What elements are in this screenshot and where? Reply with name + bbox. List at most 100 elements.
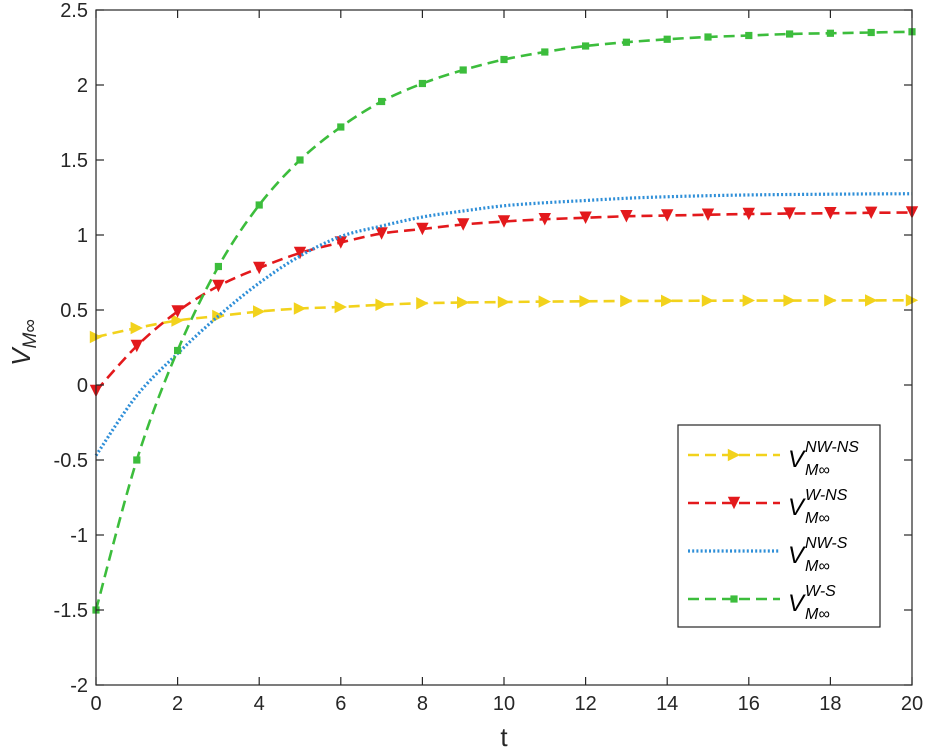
legend-label-base: V [788, 446, 806, 473]
x-tick-label: 14 [656, 693, 678, 715]
series-4-point [296, 156, 304, 164]
series-4-point [255, 201, 263, 209]
series-4-point [378, 97, 386, 106]
series-4-point [133, 456, 141, 464]
y-tick-label: -1 [70, 525, 88, 547]
y-axis-label-main: V [6, 346, 36, 366]
legend-label-sub: M∞ [805, 558, 830, 575]
x-tick-label: 16 [738, 693, 760, 715]
legend-label-base: V [788, 494, 806, 521]
series-1-point [293, 302, 307, 315]
series-4-line [94, 30, 913, 611]
x-tick-label: 4 [254, 693, 265, 715]
series-2-point [865, 206, 878, 219]
series-4-point [867, 28, 875, 37]
series-1-point [497, 295, 511, 309]
series-layer [89, 28, 919, 614]
x-axis-label: t [500, 722, 508, 750]
legend-swatch-marker [727, 496, 741, 510]
series-4-point [745, 31, 753, 40]
series-2-line [95, 211, 913, 392]
x-tick-label: 0 [90, 693, 101, 715]
y-tick-label: 2.5 [60, 0, 88, 22]
legend-label-sub: M∞ [805, 606, 830, 623]
x-tick-label: 20 [901, 693, 923, 715]
series-2-point [171, 305, 184, 318]
y-tick-label: 0 [77, 375, 88, 397]
series-2-point [253, 261, 266, 275]
series-2-point [416, 222, 429, 236]
series-2-point [824, 207, 837, 220]
y-tick-label: 1 [77, 225, 88, 247]
series-2-point [620, 210, 633, 223]
series-2-point [538, 213, 551, 226]
x-tick-label: 12 [574, 693, 596, 715]
legend-item-4: V W-S M∞ [688, 583, 836, 623]
ticks-layer: 0 2 4 6 8 10 12 14 16 18 20 -2 -1.5 -1 -0.5 0 0.5 1 1.5 2 2.… [54, 0, 924, 715]
series-1-point [538, 295, 551, 308]
legend-item-2: V W-NS M∞ [688, 487, 848, 527]
series-4-point [214, 262, 222, 271]
legend-item-1: V NW-NS M∞ [688, 439, 859, 479]
x-tick-label: 10 [493, 693, 515, 715]
series-2-point [742, 207, 755, 221]
x-tick-label: 18 [819, 693, 841, 715]
series-1-point [375, 298, 388, 311]
series-4-point [174, 346, 182, 355]
y-tick-label: -2 [70, 675, 88, 697]
series-1 [89, 294, 919, 344]
legend-swatch-marker [730, 595, 738, 603]
series-2-point [457, 218, 470, 231]
series-2-point [579, 211, 592, 224]
series-1-point [457, 296, 470, 309]
series-2-point [212, 279, 225, 293]
legend-label-base: V [788, 590, 806, 617]
x-tick-label: 6 [335, 693, 346, 715]
series-2-point [497, 215, 511, 228]
series-1-point [253, 305, 266, 318]
legend-label-sup: NW-S [805, 535, 848, 552]
series-2-point [334, 236, 347, 249]
y-tick-label: -0.5 [54, 450, 88, 472]
legend-label-base: V [788, 542, 806, 569]
y-axis-label-sub: M∞ [20, 319, 41, 348]
series-1-point [130, 321, 143, 335]
legend-label-sup: W-S [805, 583, 836, 600]
legend-label-sub: M∞ [805, 510, 830, 527]
series-1-point [824, 294, 837, 307]
y-tick-label: 1.5 [60, 150, 88, 172]
series-2-point [783, 207, 796, 220]
legend: V NW-NSM∞V W-NSM∞V NW-SM∞V W-SM∞ [677, 424, 881, 628]
series-4-point [704, 33, 712, 41]
legend-box [677, 424, 881, 628]
legend-label-sup: NW-NS [805, 439, 859, 456]
y-tick-label: 2 [77, 75, 88, 97]
legend-label-sub: M∞ [805, 462, 830, 479]
series-4-point [500, 55, 508, 64]
x-tick-label: 8 [417, 693, 428, 715]
series-4-point [459, 66, 467, 74]
series-2-point [661, 209, 674, 222]
series-2-point [130, 339, 143, 353]
legend-label-sup: W-NS [805, 487, 848, 504]
series-4-point [541, 48, 549, 56]
series-2 [89, 206, 919, 398]
legend-swatch-marker [727, 448, 741, 462]
series-1-point [416, 297, 429, 310]
y-tick-label: 0.5 [60, 300, 88, 322]
series-1-point [742, 294, 755, 307]
series-4-point [337, 123, 345, 131]
y-axis-label: VM∞ [6, 319, 41, 366]
series-4-point [826, 29, 834, 37]
series-1-point [783, 294, 796, 307]
series-1-point [620, 294, 633, 308]
series-4-point [622, 38, 630, 46]
series-1-point [171, 314, 184, 327]
legend-item-3: V NW-S M∞ [688, 535, 848, 575]
series-2-point [293, 246, 307, 260]
series-2-point [375, 227, 388, 240]
series-1-point [865, 294, 878, 307]
y-tick-label: -1.5 [54, 600, 88, 622]
series-4-point [663, 35, 671, 43]
